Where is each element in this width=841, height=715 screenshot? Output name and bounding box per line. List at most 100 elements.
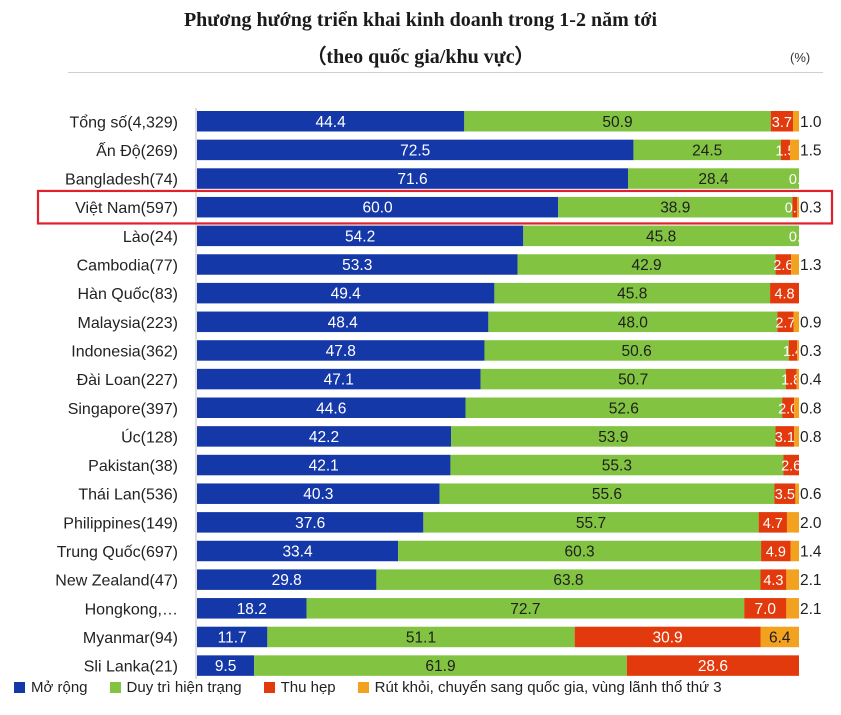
bar-segment-shrink: [777, 311, 794, 333]
bar-segment-exit: [786, 598, 799, 619]
legend-label-shrink: Thu hẹp: [280, 679, 336, 696]
bar-segment-maintain: [633, 139, 781, 161]
data-label-shrink: 2.6: [781, 459, 801, 475]
chart-subtitle: （theo quốc gia/khu vực）: [306, 46, 535, 68]
category-label: Đài Loan(227): [77, 372, 178, 389]
bar-segment-maintain: [517, 254, 776, 275]
bar-segment-maintain: [480, 368, 786, 390]
bar-row: 48.4 48.0 2.7: [197, 311, 799, 333]
bar-row: 37.6 55.7 4.7: [197, 512, 799, 533]
data-label-shrink: 2.0: [778, 401, 798, 417]
bar-segment-exit: [797, 340, 799, 361]
bar-segment-maintain: [267, 626, 575, 648]
bar-segment-shrink: [785, 368, 797, 390]
data-label-expand: 48.4: [328, 314, 359, 331]
category-label: New Zealand(47): [55, 573, 178, 590]
bar-segment-maintain: [628, 168, 799, 189]
data-label-maintain: 52.6: [609, 400, 639, 417]
category-label: Myanmar(94): [83, 630, 178, 647]
data-label-maintain: 61.9: [425, 658, 455, 675]
data-label-expand: 18.2: [237, 601, 267, 618]
category-label: Tổng số(4,329): [69, 113, 178, 131]
bar-segment-expand: [197, 655, 255, 676]
data-label-expand: 29.8: [272, 572, 302, 589]
data-label-maintain: 50.7: [618, 372, 648, 389]
bar-segment-expand: [197, 282, 495, 304]
bar-segment-shrink: [626, 655, 799, 676]
bar-row: 42.2 53.9 3.1: [197, 426, 799, 447]
data-label-maintain: 45.8: [646, 228, 676, 245]
data-label-exit: 1.0: [800, 114, 822, 131]
data-label-exit: 0.4: [800, 372, 822, 389]
bar-segment-exit: [791, 254, 799, 275]
category-label: Trung Quốc(697): [57, 544, 178, 561]
data-label-expand: 9.5: [215, 658, 237, 675]
bar-row: 40.3 55.6 3.5: [197, 483, 799, 504]
bar-row: 47.1 50.7 1.8: [197, 368, 801, 390]
data-label-exit: 0.9: [800, 314, 822, 331]
bar-segment-maintain: [465, 397, 783, 418]
category-label: Hàn Quốc(83): [78, 286, 179, 303]
bar-segment-expand: [197, 111, 465, 132]
bar-segment-expand: [197, 397, 466, 418]
data-label-exit: 6.4: [769, 629, 791, 646]
legend-swatch-shrink: [263, 682, 275, 693]
bar-row: 44.4 50.9 3.7: [197, 111, 799, 132]
data-label-shrink: 2.6: [773, 258, 793, 274]
bar-segment-expand: [197, 168, 629, 189]
data-label-exit: 0.8: [800, 429, 822, 446]
data-label-shrink: 4.7: [763, 516, 783, 532]
bar-segment-exit: [794, 397, 799, 418]
bar-segment-expand: [197, 569, 377, 590]
data-label-shrink: 0.0: [789, 229, 809, 245]
bar-segment-maintain: [451, 426, 776, 447]
legend-item-shrink: Thu hẹp: [263, 679, 336, 696]
data-label-exit: 1.5: [800, 142, 822, 159]
data-label-shrink: 4.9: [766, 545, 786, 561]
data-label-expand: 71.6: [397, 171, 427, 188]
outside-labels: 1.0 1.5 0.3 1.3 0.9 0.3 0.4 0.8 0.8 0.6 2.0 1.4 2.1 2…: [800, 114, 822, 618]
bar-segment-exit: [793, 311, 799, 333]
bar-row: 29.8 63.8 4.3: [197, 569, 799, 590]
data-label-exit: 1.4: [800, 544, 822, 561]
data-label-expand: 44.6: [316, 400, 346, 417]
bar-segment-maintain: [494, 282, 771, 304]
bar-segment-exit: [792, 111, 799, 132]
bar-segment-expand: [197, 368, 481, 390]
data-label-maintain: 28.4: [698, 171, 729, 188]
category-label: Philippines(149): [63, 515, 178, 532]
bar-segment-exit: [760, 626, 799, 648]
legend-item-expand: Mở rộng: [14, 679, 88, 696]
bar-segment-expand: [197, 426, 452, 447]
category-label: Malaysia(223): [78, 315, 178, 332]
bar-segment-expand: [197, 139, 634, 161]
bar-segment-expand: [197, 225, 524, 247]
data-label-expand: 37.6: [295, 515, 325, 532]
bar-row: 42.1 55.3 2.6: [197, 454, 801, 476]
bar-segment-shrink: [780, 139, 790, 161]
bar-segment-expand: [197, 196, 559, 218]
bar-row: 54.2 45.8 0.0: [197, 225, 809, 247]
bar-segment-maintain: [464, 111, 771, 132]
data-label-maintain: 55.6: [592, 486, 622, 503]
data-label-maintain: 50.9: [602, 114, 632, 131]
data-label-shrink: 1.8: [781, 373, 801, 389]
stacked-bar-chart: Tổng số(4,329) 44.4 50.9 3.7 Ấn Độ(269) 72.5 2…: [36, 108, 834, 679]
bar-row: 9.5 61.9 28.6: [197, 655, 799, 676]
bar-segment-expand: [197, 454, 451, 476]
data-label-shrink: 3.7: [772, 115, 792, 131]
data-label-expand: 47.8: [326, 343, 356, 360]
data-label-expand: 11.7: [218, 629, 247, 646]
bar-segment-maintain: [450, 454, 784, 476]
data-label-expand: 53.3: [342, 257, 372, 274]
bar-row: 33.4 60.3 4.9: [197, 540, 799, 562]
bar-segment-shrink: [761, 540, 791, 562]
data-label-expand: 42.2: [309, 429, 339, 446]
bar-segment-shrink: [775, 426, 795, 447]
bar-segment-shrink: [770, 282, 799, 304]
legend-label-exit: Rút khỏi, chuyển sang quốc gia, vùng lãn…: [374, 679, 722, 696]
unit-label: (%): [790, 50, 811, 65]
bar-row: 18.2 72.7 7.0: [197, 598, 799, 619]
data-label-maintain: 63.8: [553, 572, 583, 589]
data-label-maintain: 48.0: [618, 314, 649, 331]
